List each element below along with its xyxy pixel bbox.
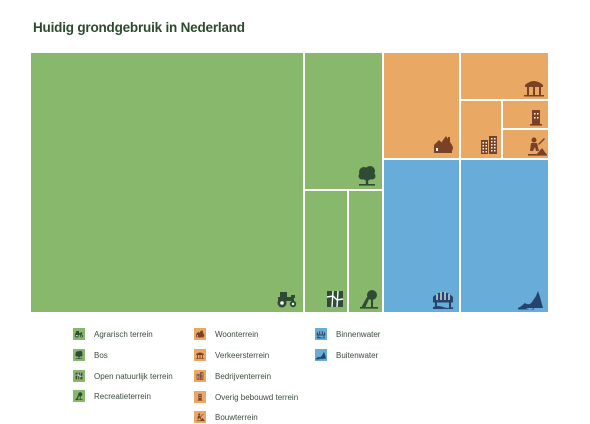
legend-tree-icon bbox=[73, 349, 85, 361]
legend-label: Buitenwater bbox=[336, 350, 379, 360]
legend-item-verkeer: Verkeersterrein bbox=[194, 348, 269, 362]
legend-item-buitenwater: Buitenwater bbox=[315, 348, 378, 362]
treemap-tile-binnenwater bbox=[384, 160, 459, 312]
legend-building-icon bbox=[194, 391, 206, 403]
legend-item-recreatie: Recreatieterrein bbox=[73, 389, 151, 403]
legend-item-natuur: Open natuurlijk terrein bbox=[73, 369, 173, 383]
legend-houses-icon bbox=[194, 328, 206, 340]
legend-label: Agrarisch terrein bbox=[94, 329, 153, 339]
treemap-tile-buitenwater bbox=[461, 160, 548, 312]
playground-icon bbox=[360, 290, 378, 309]
legend-label: Binnenwater bbox=[336, 329, 381, 339]
legend-item-bouw: Bouwterrein bbox=[194, 410, 258, 424]
office-buildings-icon bbox=[481, 136, 497, 154]
legend-bridge-icon bbox=[315, 328, 327, 340]
treemap-tile-agrarisch bbox=[31, 53, 303, 312]
legend-wave-icon bbox=[315, 349, 327, 361]
legend-tractor-icon bbox=[73, 328, 85, 340]
legend-item-binnenwater: Binnenwater bbox=[315, 327, 380, 341]
tree-icon bbox=[358, 166, 376, 186]
legend-map-icon bbox=[73, 370, 85, 382]
bridge-icon bbox=[433, 292, 453, 309]
chart-title: Huidig grondgebruik in Nederland bbox=[33, 20, 245, 35]
tractor-icon bbox=[277, 292, 297, 308]
legend-playground-icon bbox=[73, 390, 85, 402]
legend-item-agrarisch: Agrarisch terrein bbox=[73, 327, 153, 341]
legend-label: Bos bbox=[94, 350, 108, 360]
legend-road-icon bbox=[194, 349, 206, 361]
legend-item-overig: Overig bebouwd terrein bbox=[194, 390, 298, 404]
houses-icon bbox=[434, 136, 453, 153]
legend-label: Woonterrein bbox=[215, 329, 259, 339]
legend-label: Bedrijventerrein bbox=[215, 371, 272, 381]
legend-item-bos: Bos bbox=[73, 348, 108, 362]
building-icon bbox=[530, 110, 542, 126]
legend-label: Verkeersterrein bbox=[215, 350, 270, 360]
legend-office-buildings-icon bbox=[194, 370, 206, 382]
road-icon bbox=[524, 81, 544, 97]
construction-worker-icon bbox=[528, 137, 547, 156]
legend-label: Overig bebouwd terrein bbox=[215, 392, 299, 402]
wave-icon bbox=[518, 291, 543, 310]
legend-item-woon: Woonterrein bbox=[194, 327, 258, 341]
legend-label: Bouwterrein bbox=[215, 412, 258, 422]
treemap-tile-overig bbox=[503, 101, 548, 128]
map-icon bbox=[326, 290, 344, 308]
legend-construction-worker-icon bbox=[194, 411, 206, 423]
legend-label: Open natuurlijk terrein bbox=[94, 371, 173, 381]
legend-label: Recreatieterrein bbox=[94, 391, 151, 401]
treemap-tile-recreatie bbox=[349, 191, 382, 312]
legend-item-bedrijf: Bedrijventerrein bbox=[194, 369, 271, 383]
